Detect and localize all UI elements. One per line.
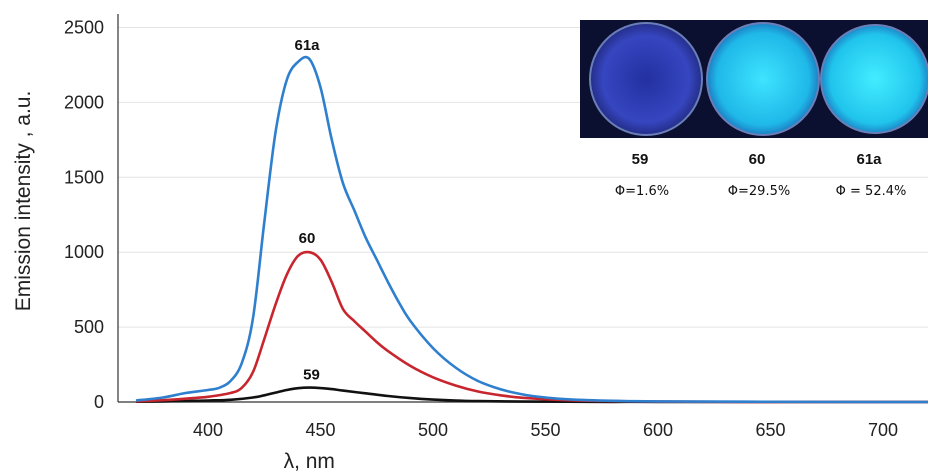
series-label-59: 59 bbox=[303, 367, 320, 384]
inset-sample-label: 61a bbox=[856, 151, 882, 168]
inset-quantum-yield: Φ=29.5% bbox=[728, 184, 790, 199]
x-axis-title: λ, nm bbox=[284, 450, 335, 472]
inset-well-61a bbox=[820, 24, 928, 134]
x-tick-label: 450 bbox=[305, 420, 335, 440]
y-tick-label: 1000 bbox=[64, 242, 104, 262]
inset-sample-label: 60 bbox=[749, 151, 766, 168]
y-axis-title: Emission intensity , a.u. bbox=[12, 91, 35, 312]
inset-sample-label: 59 bbox=[632, 151, 649, 168]
x-tick-label: 650 bbox=[755, 420, 785, 440]
tick-labels: 0 500 1000 1500 2000 2500 400 450 500 550 600 650 70… bbox=[64, 17, 898, 440]
series-label-60: 60 bbox=[299, 230, 316, 247]
axis-titles: λ, nm Emission intensity , a.u. bbox=[12, 91, 335, 472]
series-line-61a bbox=[135, 55, 928, 404]
y-tick-label: 0 bbox=[94, 392, 104, 412]
x-tick-label: 400 bbox=[193, 420, 223, 440]
y-tick-label: 1500 bbox=[64, 167, 104, 187]
y-tick-label: 2500 bbox=[64, 17, 104, 37]
x-tick-label: 550 bbox=[530, 420, 560, 440]
inset-well-59 bbox=[589, 22, 703, 136]
inset-well-60 bbox=[706, 22, 820, 136]
x-tick-label: 600 bbox=[643, 420, 673, 440]
series-annotations: 61a 60 59 bbox=[294, 37, 320, 384]
inset-photo: 59 Φ=1.6% 60 Φ=29.5% 61a Φ = 52.4% bbox=[580, 20, 928, 199]
x-tick-label: 700 bbox=[868, 420, 898, 440]
y-tick-label: 2000 bbox=[64, 92, 104, 112]
y-tick-label: 500 bbox=[74, 317, 104, 337]
series-lines bbox=[135, 55, 928, 404]
inset-quantum-yield: Φ = 52.4% bbox=[836, 184, 907, 199]
x-tick-label: 500 bbox=[418, 420, 448, 440]
series-label-61a: 61a bbox=[294, 37, 320, 54]
inset-quantum-yield: Φ=1.6% bbox=[615, 184, 669, 199]
